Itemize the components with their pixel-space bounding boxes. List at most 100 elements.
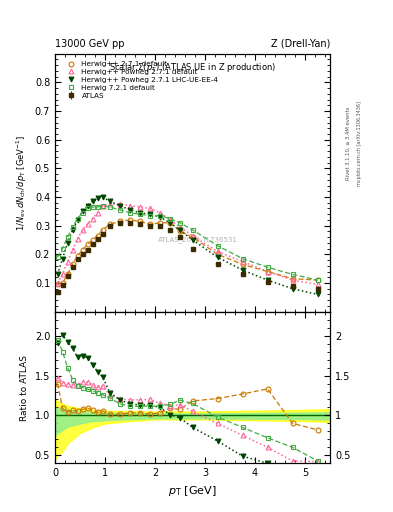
Herwig++ 2.7.1 default	[118, 218, 122, 224]
Herwig 7.2.1 default	[60, 246, 65, 252]
X-axis label: $p_{\rm T}$ [GeV]: $p_{\rm T}$ [GeV]	[168, 484, 217, 498]
Herwig 7.2.1 default	[290, 271, 295, 278]
Herwig++ Powheg 2.7.1 default	[290, 277, 295, 283]
Herwig 7.2.1 default	[138, 211, 142, 217]
Herwig++ Powheg 2.7.1 LHC-UE-EE-4	[108, 198, 112, 204]
Herwig++ 2.7.1 default	[75, 253, 80, 259]
Herwig 7.2.1 default	[215, 243, 220, 249]
Herwig++ Powheg 2.7.1 LHC-UE-EE-4	[168, 220, 173, 226]
Herwig++ 2.7.1 default	[190, 234, 195, 240]
Herwig++ Powheg 2.7.1 LHC-UE-EE-4	[128, 207, 132, 213]
Herwig++ Powheg 2.7.1 LHC-UE-EE-4	[215, 254, 220, 260]
Herwig 7.2.1 default	[85, 205, 90, 211]
Herwig++ Powheg 2.7.1 default	[65, 259, 70, 265]
Herwig++ Powheg 2.7.1 LHC-UE-EE-4	[158, 214, 162, 220]
Herwig 7.2.1 default	[75, 216, 80, 222]
Herwig++ 2.7.1 default	[85, 241, 90, 247]
Herwig 7.2.1 default	[315, 277, 320, 283]
Herwig++ Powheg 2.7.1 default	[55, 280, 60, 286]
Herwig++ Powheg 2.7.1 LHC-UE-EE-4	[138, 210, 142, 216]
Text: Rivet 3.1.10, ≥ 3.4M events: Rivet 3.1.10, ≥ 3.4M events	[345, 106, 350, 180]
Herwig++ 2.7.1 default	[315, 277, 320, 283]
Herwig++ Powheg 2.7.1 LHC-UE-EE-4	[100, 194, 105, 200]
Herwig++ Powheg 2.7.1 default	[148, 205, 152, 211]
Herwig++ Powheg 2.7.1 default	[240, 259, 245, 265]
Herwig++ Powheg 2.7.1 LHC-UE-EE-4	[65, 240, 70, 246]
Herwig 7.2.1 default	[158, 212, 162, 219]
Herwig 7.2.1 default	[80, 210, 85, 216]
Herwig++ 2.7.1 default	[290, 275, 295, 282]
Herwig++ Powheg 2.7.1 LHC-UE-EE-4	[80, 208, 85, 215]
Herwig++ 2.7.1 default	[60, 280, 65, 286]
Text: mcplots.cern.ch [arXiv:1306.3436]: mcplots.cern.ch [arXiv:1306.3436]	[357, 101, 362, 186]
Herwig++ Powheg 2.7.1 default	[118, 201, 122, 207]
Line: Herwig++ Powheg 2.7.1 default: Herwig++ Powheg 2.7.1 default	[55, 202, 320, 287]
Y-axis label: $1/N_{\rm ev}\,dN_{\rm ch}/dp_{\rm T}$ [GeV$^{-1}$]: $1/N_{\rm ev}\,dN_{\rm ch}/dp_{\rm T}$ […	[15, 135, 29, 231]
Herwig 7.2.1 default	[90, 204, 95, 210]
Herwig++ Powheg 2.7.1 LHC-UE-EE-4	[178, 227, 182, 233]
Herwig 7.2.1 default	[55, 254, 60, 260]
Herwig++ Powheg 2.7.1 default	[178, 224, 182, 230]
Herwig++ 2.7.1 default	[80, 247, 85, 253]
Herwig++ Powheg 2.7.1 LHC-UE-EE-4	[85, 203, 90, 209]
Herwig++ Powheg 2.7.1 LHC-UE-EE-4	[60, 255, 65, 262]
Herwig++ Powheg 2.7.1 default	[108, 201, 112, 207]
Herwig++ Powheg 2.7.1 LHC-UE-EE-4	[265, 277, 270, 283]
Herwig 7.2.1 default	[108, 204, 112, 210]
Herwig++ Powheg 2.7.1 default	[128, 203, 132, 209]
Herwig++ Powheg 2.7.1 LHC-UE-EE-4	[148, 211, 152, 217]
Herwig++ Powheg 2.7.1 default	[168, 217, 173, 223]
Herwig 7.2.1 default	[148, 212, 152, 219]
Herwig++ 2.7.1 default	[148, 221, 152, 227]
Herwig++ Powheg 2.7.1 LHC-UE-EE-4	[190, 237, 195, 243]
Herwig 7.2.1 default	[95, 204, 100, 210]
Herwig 7.2.1 default	[118, 207, 122, 213]
Line: Herwig++ Powheg 2.7.1 LHC-UE-EE-4: Herwig++ Powheg 2.7.1 LHC-UE-EE-4	[55, 195, 320, 297]
Herwig++ Powheg 2.7.1 default	[80, 227, 85, 233]
Herwig++ Powheg 2.7.1 default	[60, 271, 65, 278]
Herwig++ 2.7.1 default	[168, 220, 173, 226]
Herwig++ Powheg 2.7.1 LHC-UE-EE-4	[315, 291, 320, 297]
Text: Z (Drell-Yan): Z (Drell-Yan)	[271, 38, 330, 49]
Herwig 7.2.1 default	[100, 203, 105, 209]
Herwig++ Powheg 2.7.1 LHC-UE-EE-4	[90, 198, 95, 204]
Herwig++ 2.7.1 default	[240, 261, 245, 267]
Herwig++ 2.7.1 default	[215, 251, 220, 258]
Herwig 7.2.1 default	[240, 255, 245, 262]
Legend: Herwig++ 2.7.1 default, Herwig++ Powheg 2.7.1 default, Herwig++ Powheg 2.7.1 LHC: Herwig++ 2.7.1 default, Herwig++ Powheg …	[61, 59, 220, 101]
Herwig++ Powheg 2.7.1 default	[215, 248, 220, 254]
Herwig++ Powheg 2.7.1 LHC-UE-EE-4	[240, 267, 245, 273]
Herwig 7.2.1 default	[178, 220, 182, 226]
Herwig++ Powheg 2.7.1 default	[100, 203, 105, 209]
Herwig++ 2.7.1 default	[95, 232, 100, 239]
Herwig++ Powheg 2.7.1 default	[75, 236, 80, 242]
Herwig 7.2.1 default	[128, 210, 132, 216]
Herwig++ Powheg 2.7.1 LHC-UE-EE-4	[290, 286, 295, 292]
Herwig 7.2.1 default	[65, 234, 70, 240]
Herwig++ Powheg 2.7.1 default	[138, 204, 142, 210]
Herwig++ Powheg 2.7.1 default	[190, 232, 195, 239]
Herwig++ 2.7.1 default	[108, 221, 112, 227]
Herwig++ Powheg 2.7.1 default	[95, 210, 100, 216]
Herwig++ Powheg 2.7.1 default	[315, 282, 320, 288]
Herwig++ Powheg 2.7.1 LHC-UE-EE-4	[55, 271, 60, 278]
Herwig++ 2.7.1 default	[90, 237, 95, 243]
Herwig++ Powheg 2.7.1 default	[158, 210, 162, 216]
Herwig++ 2.7.1 default	[65, 271, 70, 278]
Herwig 7.2.1 default	[70, 224, 75, 230]
Herwig++ 2.7.1 default	[128, 217, 132, 223]
Text: 13000 GeV pp: 13000 GeV pp	[55, 38, 125, 49]
Herwig++ Powheg 2.7.1 LHC-UE-EE-4	[75, 217, 80, 223]
Herwig++ 2.7.1 default	[100, 227, 105, 233]
Herwig++ 2.7.1 default	[138, 218, 142, 224]
Line: Herwig++ 2.7.1 default: Herwig++ 2.7.1 default	[55, 218, 320, 287]
Herwig++ Powheg 2.7.1 default	[265, 268, 270, 274]
Text: Scalar $\Sigma(p_{\rm T})$ (ATLAS UE in Z production): Scalar $\Sigma(p_{\rm T})$ (ATLAS UE in …	[109, 61, 276, 75]
Herwig++ 2.7.1 default	[55, 282, 60, 288]
Herwig++ 2.7.1 default	[158, 220, 162, 226]
Text: ATLAS_2019_I1736531: ATLAS_2019_I1736531	[158, 236, 238, 243]
Herwig 7.2.1 default	[190, 227, 195, 233]
Herwig++ 2.7.1 default	[70, 261, 75, 267]
Herwig 7.2.1 default	[265, 264, 270, 270]
Herwig++ Powheg 2.7.1 default	[90, 216, 95, 222]
